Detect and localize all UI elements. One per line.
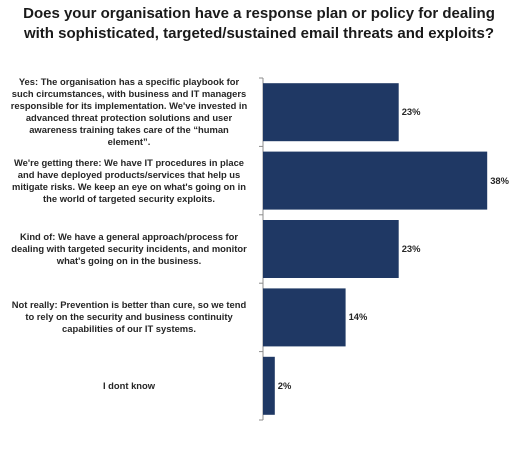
value-label-3: 23% <box>401 243 421 254</box>
value-label-5: 2% <box>277 379 292 391</box>
category-label-2: We're getting there: We have IT procedur… <box>12 156 246 204</box>
value-label-2: 38% <box>490 174 509 186</box>
bar-1 <box>263 83 399 142</box>
category-label-4: Not really: Prevention is better than cu… <box>11 299 247 335</box>
value-label-1: 23% <box>401 106 421 118</box>
bar-4 <box>263 288 346 347</box>
value-label-4: 14% <box>348 311 368 323</box>
bar-3 <box>263 220 399 278</box>
category-label-3: Kind of: We have a general approach/proc… <box>11 230 247 266</box>
bar-2 <box>263 151 488 210</box>
bar-5 <box>263 356 275 415</box>
chart-title: Does your organisation have a response p… <box>23 5 495 42</box>
category-label-5: I dont know <box>102 379 156 391</box>
category-label-1: Yes: The organisation has a specific pla… <box>10 76 248 148</box>
